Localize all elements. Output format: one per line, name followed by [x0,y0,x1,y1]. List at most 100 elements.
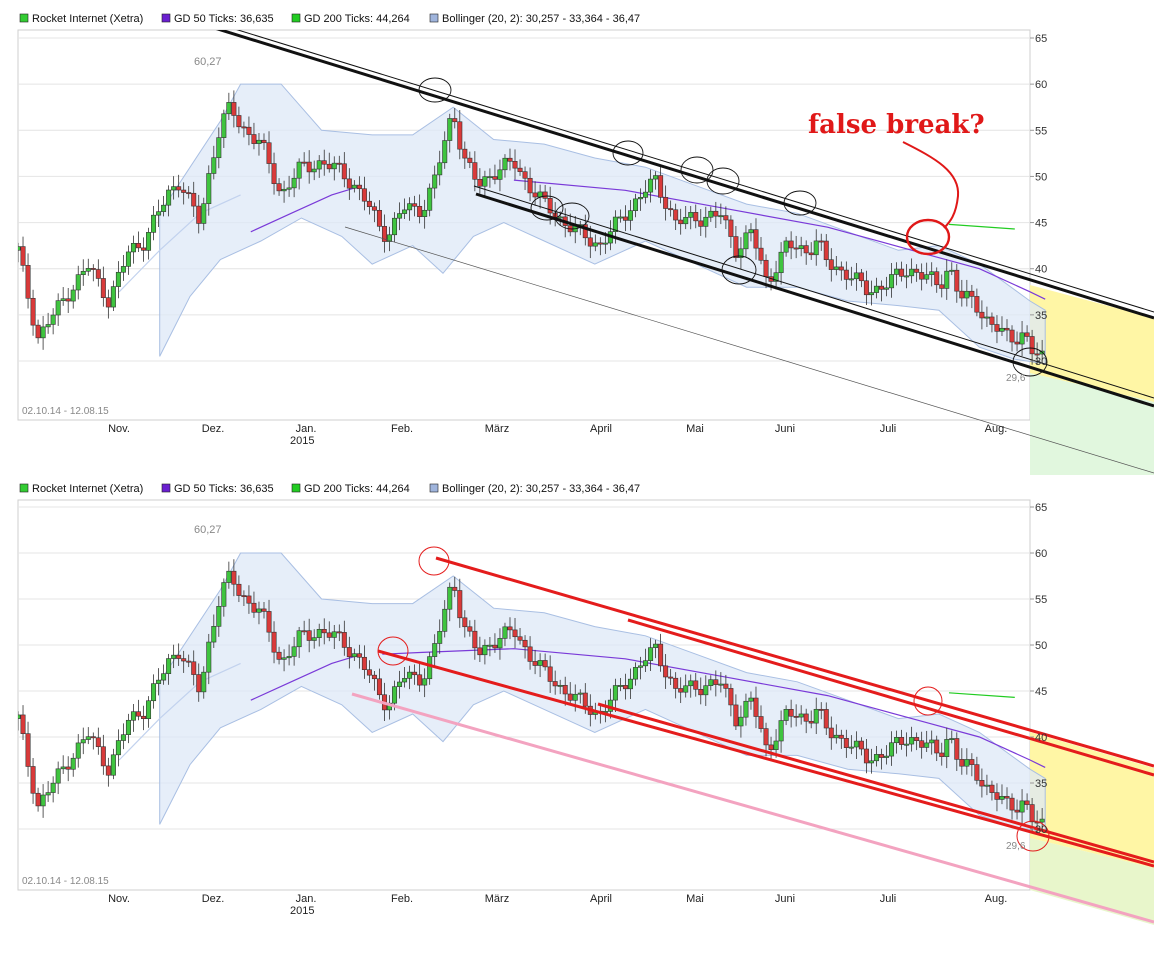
x-tick-label: Feb. [391,893,413,905]
candle-body [904,743,910,746]
legend-swatch-gd200 [291,483,301,493]
y-tick-label: 55 [1035,125,1047,137]
candle-body [648,647,654,661]
candle-body [482,176,488,187]
top-y-axis: 30 35 40 45 50 55 60 65 [1030,33,1047,368]
candle-body [286,187,292,190]
candle-body [587,237,593,247]
candle-body [597,242,603,245]
candle-body [80,270,86,275]
candle-body [321,160,327,165]
candle-body [984,784,990,787]
legend-price: Rocket Internet (Xetra) [32,13,143,25]
candle-body [969,759,975,765]
candle-body [773,740,779,750]
candle-body [843,269,849,280]
candle-body [909,737,915,745]
candle-body [60,766,66,770]
bottom-gd50-left [250,653,363,701]
candle-body [753,229,759,249]
top-candles [18,90,1045,365]
candle-body [1014,341,1020,345]
candle-body [55,300,61,316]
candle-body [627,678,633,690]
candle-body [1029,804,1035,823]
candle-body [356,653,362,658]
legend-swatch-price [19,483,29,493]
candle-body [1019,332,1025,345]
x-tick-label: Juli [880,893,897,905]
candle-body [828,727,834,739]
candle-body [778,251,784,274]
touch-circle [418,546,450,576]
candle-body [512,160,518,169]
bottom-chart-panel: Rocket Internet (Xetra) GD 50 Ticks: 36,… [17,483,1154,925]
candle-body [226,102,232,115]
legend-gd50: GD 50 Ticks: 36,635 [174,483,274,495]
bottom-high-label: 60,27 [194,524,222,536]
candle-body [502,157,508,171]
candle-body [944,739,950,757]
candle-body [221,582,227,607]
candle-body [321,629,327,634]
candle-body [392,217,398,236]
candle-body [974,764,980,781]
candle-body [487,176,493,179]
candle-body [95,269,101,279]
candle-body [417,205,423,217]
candle-body [758,716,764,729]
candle-body [723,683,729,689]
candle-body [231,102,237,116]
y-tick-label: 40 [1035,732,1047,744]
candle-body [748,229,754,234]
y-tick-label: 30 [1035,824,1047,836]
candle-body [432,174,438,189]
candle-body [658,175,664,198]
candle-body [427,187,433,211]
candle-body [402,209,408,214]
candle-body [211,157,217,174]
legend-gd50: GD 50 Ticks: 36,635 [174,13,274,25]
candle-body [688,680,694,687]
candle-body [261,139,267,144]
candle-body [361,656,367,671]
candle-body [728,688,734,706]
touch-circle [554,202,590,230]
candle-body [186,192,192,195]
candle-body [392,686,398,704]
candle-body [261,608,267,612]
legend-gd200: GD 200 Ticks: 44,264 [304,483,410,495]
candle-body [211,626,217,643]
false-break-circle [905,218,951,256]
legend-swatch-gd200 [291,13,301,23]
touch-circle [1012,347,1048,377]
candle-body [85,268,91,272]
candle-body [120,266,126,273]
candle-body [653,175,659,180]
candle-body [959,290,965,299]
candle-body [90,268,96,270]
candle-body [40,326,46,339]
candle-body [582,692,588,707]
candle-body [567,693,573,701]
candle-body [763,728,769,746]
candle-body [743,700,749,718]
candle-body [929,271,935,275]
candle-body [658,643,664,667]
candle-body [311,637,317,641]
top-bollinger-band [159,83,1046,365]
candle-body [331,162,337,170]
candle-body [457,121,463,150]
candle-body [733,236,739,258]
candle-body [452,586,458,591]
x-tick-label: März [485,423,509,435]
candle-body [527,177,533,194]
top-low-label: 29,6 [1006,373,1026,384]
bottom-date-range: 02.10.14 - 12.08.15 [22,876,109,887]
candle-body [838,266,844,271]
candle-body [622,685,628,690]
candle-body [141,715,147,720]
candle-body [176,186,182,191]
false-break-arrow [902,141,960,229]
candle-body [663,665,669,678]
